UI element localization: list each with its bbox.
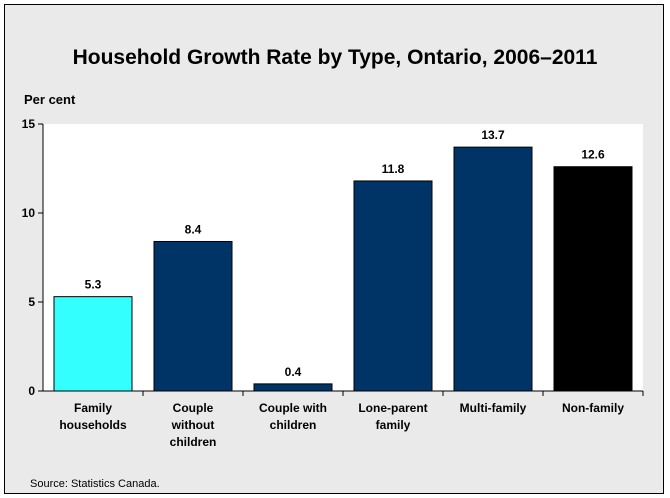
bar-value-label: 11.8 — [382, 162, 405, 176]
bar — [153, 240, 233, 392]
y-axis-label: Per cent — [24, 92, 76, 107]
bar-value-label: 8.4 — [185, 222, 202, 236]
bar — [253, 383, 333, 392]
y-tick-label: 5 — [28, 295, 35, 309]
plot-area — [43, 124, 643, 391]
y-tick-label: 0 — [28, 384, 35, 398]
y-tick-label: 10 — [22, 206, 36, 220]
x-category-label: Family households — [59, 401, 127, 432]
y-tick-label: 15 — [22, 117, 36, 131]
x-category-label: Couple without children — [170, 401, 217, 449]
bar-value-label: 5.3 — [85, 278, 102, 292]
source-note: Source: Statistics Canada. — [30, 478, 160, 490]
bar-value-label: 12.6 — [581, 148, 605, 162]
x-category-label: Lone-parent family — [358, 401, 427, 432]
bar — [353, 180, 433, 392]
bar-value-label: 0.4 — [285, 365, 302, 379]
bar — [453, 146, 533, 392]
bar — [553, 166, 633, 392]
bar-value-label: 13.7 — [481, 128, 505, 142]
x-category-label: Couple with children — [259, 401, 327, 432]
x-category-label: Non-family — [562, 401, 624, 415]
x-category-label: Multi-family — [460, 401, 527, 415]
bar — [53, 296, 133, 392]
chart-title: Household Growth Rate by Type, Ontario, … — [72, 46, 598, 69]
